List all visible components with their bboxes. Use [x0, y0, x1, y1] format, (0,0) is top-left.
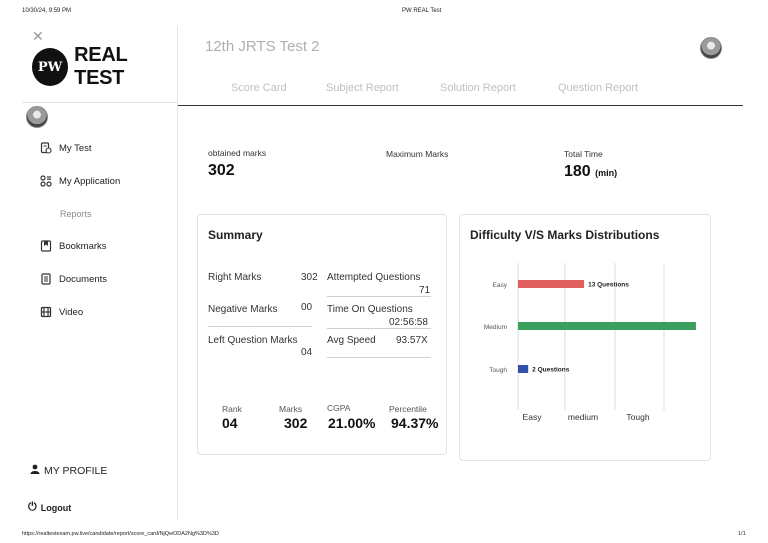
logout-label: Logout: [40, 502, 72, 513]
right-marks-value: 302: [301, 272, 318, 283]
chart-x-tick-label: medium: [568, 412, 598, 422]
sidebar-item-my-application[interactable]: My Application: [40, 175, 120, 187]
summary-title: Summary: [208, 228, 263, 242]
print-url: https://realtestexam.pw.live/candidate/r…: [22, 531, 219, 537]
user-avatar[interactable]: [700, 37, 722, 59]
report-tabs: Score Card Subject Report Solution Repor…: [178, 82, 743, 106]
sidebar-item-video[interactable]: Video: [40, 306, 83, 318]
divider: [327, 296, 431, 297]
rank-value: 04: [222, 415, 238, 431]
bookmark-icon: [40, 240, 52, 252]
time-on-questions-value: 02:56:58: [389, 317, 428, 328]
cgpa-label: CGPA: [327, 403, 351, 413]
close-icon[interactable]: ✕: [32, 28, 44, 44]
time-on-questions-label: Time On Questions: [327, 304, 413, 315]
sidebar-divider: [22, 102, 177, 103]
divider: [208, 326, 312, 327]
obtained-marks-label: obtained marks: [208, 148, 267, 158]
print-header: 10/30/24, 9:59 PM PW REAL Test: [0, 8, 768, 20]
sidebar-item-my-test[interactable]: My Test: [40, 142, 92, 154]
summary-card: Summary Right Marks 302 Negative Marks 0…: [197, 214, 447, 455]
difficulty-chart-title: Difficulty V/S Marks Distributions: [470, 228, 660, 242]
percentile-value: 94.37%: [391, 415, 439, 431]
reports-heading: Reports: [60, 209, 92, 219]
report-icon: [40, 142, 52, 154]
obtained-marks-value: 302: [208, 162, 235, 179]
cgpa-value: 21.00%: [328, 415, 376, 431]
percentile-label: Percentile: [389, 404, 427, 414]
maximum-marks-label: Maximum Marks: [386, 149, 449, 159]
page-title: 12th JRTS Test 2: [205, 38, 320, 55]
total-time: 180 (min): [564, 163, 617, 181]
print-datetime: 10/30/24, 9:59 PM: [22, 8, 72, 14]
pw-logo-icon: PW: [32, 48, 69, 86]
logo-text: REAL TEST: [74, 44, 128, 89]
negative-marks-value: 00: [301, 302, 313, 313]
sidebar-item-label: Video: [59, 306, 84, 318]
sidebar-item-label: My Test: [59, 142, 92, 154]
video-icon: [40, 306, 52, 318]
tab-subject-report[interactable]: Subject Report: [326, 82, 399, 94]
chart-bar-tough: [518, 365, 529, 373]
tab-solution-report[interactable]: Solution Report: [440, 82, 516, 94]
marks-label: Marks: [279, 404, 303, 414]
print-page-number: 1/1: [738, 531, 746, 537]
logout-button[interactable]: ⏻ Logout: [28, 501, 71, 514]
marks-value: 302: [284, 415, 308, 431]
sidebar: ✕ PW REAL TEST My Test My Application Re…: [22, 26, 178, 520]
logo[interactable]: PW REAL TEST: [32, 44, 177, 90]
total-time-value: 180: [564, 163, 591, 180]
tab-score-card[interactable]: Score Card: [231, 82, 287, 94]
sidebar-item-label: My Application: [59, 175, 121, 187]
my-profile-label: MY PROFILE: [44, 464, 108, 477]
rank-label: Rank: [222, 404, 242, 414]
left-question-marks-label: Left Question Marks: [208, 335, 298, 346]
right-marks-label: Right Marks: [208, 272, 262, 283]
my-profile-link[interactable]: MY PROFILE: [30, 464, 107, 477]
document-icon: [40, 273, 52, 285]
chart-data-label: 2 Questions: [532, 367, 570, 374]
tab-question-report[interactable]: Question Report: [558, 82, 639, 94]
chart-category-label: Tough: [489, 367, 507, 374]
difficulty-card: Difficulty V/S Marks Distributions Easy 1…: [459, 214, 711, 461]
chart-bar-easy: [518, 280, 585, 288]
attempted-questions-value: 71: [419, 285, 431, 296]
print-title: PW REAL Test: [402, 8, 442, 14]
divider: [327, 328, 431, 329]
user-icon: [30, 464, 40, 477]
sidebar-item-bookmarks[interactable]: Bookmarks: [40, 240, 107, 252]
total-time-unit: (min): [595, 168, 618, 178]
chart-x-tick-label: Easy: [523, 412, 543, 422]
left-question-marks-value: 04: [301, 347, 313, 358]
sidebar-item-documents[interactable]: Documents: [40, 273, 107, 285]
sidebar-item-label: Bookmarks: [59, 240, 107, 252]
chart-data-label: 13 Questions: [588, 282, 629, 289]
sidebar-item-label: Documents: [59, 273, 108, 285]
chart-category-label: Easy: [493, 282, 508, 289]
difficulty-chart: Easy 13 Questions Medium Tough 2 Questions Ea…: [484, 263, 696, 422]
chart-bar-medium: [518, 322, 696, 330]
attempted-questions-label: Attempted Questions: [327, 272, 421, 283]
avg-speed-value: 93.57X: [396, 335, 428, 346]
chart-category-label: Medium: [484, 324, 507, 331]
total-time-label: Total Time: [564, 149, 603, 159]
chart-x-tick-label: Tough: [626, 412, 649, 422]
avatar[interactable]: [26, 106, 48, 128]
power-icon: ⏻: [28, 501, 37, 513]
negative-marks-label: Negative Marks: [208, 304, 278, 315]
avg-speed-label: Avg Speed: [327, 335, 376, 346]
application-icon: [40, 175, 52, 187]
divider: [327, 357, 431, 358]
